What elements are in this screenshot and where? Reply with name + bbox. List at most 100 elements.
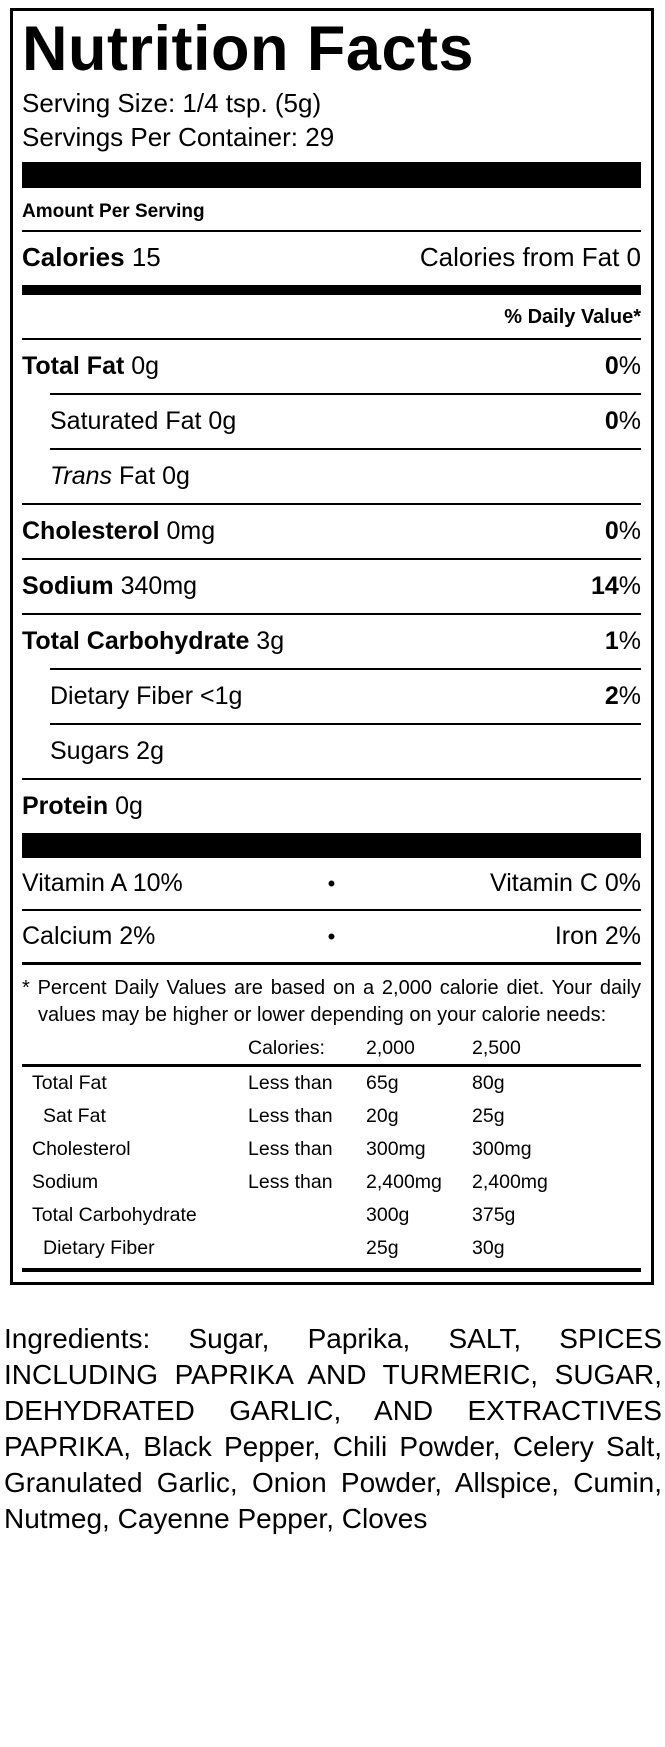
dv-table-header: Calories: 2,000 2,500 bbox=[22, 1033, 641, 1068]
dv-table-row-total-carbohydrate: Total Carbohydrate 300g 375g bbox=[22, 1199, 641, 1232]
daily-value-number: 1 bbox=[604, 627, 619, 656]
panel-title: Nutrition Facts bbox=[22, 14, 475, 84]
amount-per-serving-heading: Amount Per Serving bbox=[22, 188, 641, 233]
nutrient-name-label: Saturated Fat bbox=[50, 407, 202, 436]
daily-value-number: 0 bbox=[604, 407, 619, 436]
dv-table-2500: 300mg bbox=[472, 1138, 532, 1161]
dv-table-row-cholesterol: Cholesterol Less than 300mg 300mg bbox=[22, 1133, 641, 1166]
dv-table-2000: 300mg bbox=[366, 1138, 426, 1161]
daily-value-number: 0 bbox=[604, 517, 619, 546]
dv-table-2000: 20g bbox=[366, 1105, 399, 1128]
dv-table-2500: 2,400mg bbox=[472, 1171, 548, 1194]
dv-table-qualifier bbox=[248, 1199, 366, 1232]
nutrient-name-label: Dietary Fiber bbox=[50, 682, 194, 711]
nutrient-name-italic: Trans bbox=[50, 462, 113, 491]
dv-table-row-dietary-fiber: Dietary Fiber 25g 30g bbox=[22, 1232, 641, 1265]
dv-table-qualifier: Less than bbox=[248, 1105, 333, 1128]
divider-medium bbox=[22, 285, 641, 296]
dv-table-header-cell: Calories: bbox=[248, 1037, 325, 1060]
nutrient-name: Total Fat 0g bbox=[22, 352, 160, 381]
dv-table-2000: 2,400mg bbox=[366, 1171, 442, 1194]
nutrient-daily-value: 0% bbox=[604, 407, 641, 436]
nutrient-daily-value: 0% bbox=[604, 352, 641, 381]
dv-table-name: Total Carbohydrate bbox=[32, 1204, 197, 1227]
dv-table-name: Sat Fat bbox=[43, 1105, 106, 1128]
daily-value-number: 2 bbox=[604, 682, 619, 711]
ingredients-text: Ingredients: Sugar, Paprika, SALT, SPICE… bbox=[4, 1323, 662, 1535]
dv-table-qualifier: Less than bbox=[248, 1072, 333, 1095]
nutrition-facts-panel: Nutrition Facts Serving Size: 1/4 tsp. (… bbox=[10, 8, 654, 1286]
nutrient-name-label: Sugars bbox=[50, 737, 130, 766]
dv-table-name: Dietary Fiber bbox=[43, 1237, 155, 1260]
nutrient-name-label: Fat bbox=[119, 462, 156, 491]
dv-table-2500: 375g bbox=[472, 1204, 516, 1227]
nutrient-name: Trans Fat 0g bbox=[50, 462, 190, 491]
nutrient-daily-value: 1% bbox=[604, 627, 641, 656]
nutrient-row-trans-fat: Trans Fat 0g bbox=[50, 448, 641, 503]
nutrient-name: Dietary Fiber <1g bbox=[50, 682, 243, 711]
dv-table-name: Total Fat bbox=[32, 1072, 107, 1095]
footnote-text: Percent Daily Values are based on a 2,00… bbox=[37, 977, 642, 1027]
nutrient-name-label: Sodium bbox=[22, 572, 114, 601]
dv-table-2000: 300g bbox=[366, 1204, 410, 1227]
calories-row: Calories 15 Calories from Fat 0 bbox=[22, 232, 641, 285]
daily-values-footnote: * Percent Daily Values are based on a 2,… bbox=[22, 975, 641, 1029]
nutrient-daily-value: 0% bbox=[604, 517, 641, 546]
dv-table-2500: 80g bbox=[472, 1072, 505, 1095]
dv-table-header-cell: 2,000 bbox=[366, 1037, 415, 1060]
nutrient-rows: Total Fat 0g 0% Saturated Fat 0g 0% Trans Fa… bbox=[22, 340, 641, 833]
nutrient-row-cholesterol: Cholesterol 0mg 0% bbox=[22, 503, 641, 558]
nutrient-name-label: Total Fat bbox=[22, 352, 125, 381]
nutrient-name: Cholesterol 0mg bbox=[22, 517, 216, 546]
dv-table-name: Cholesterol bbox=[32, 1138, 131, 1161]
dv-table-2500: 30g bbox=[472, 1237, 505, 1260]
bullet-separator: • bbox=[327, 871, 336, 897]
calories-label: Calories bbox=[22, 242, 125, 273]
daily-values-table: Calories: 2,000 2,500 Total Fat Less than 65g… bbox=[22, 1033, 641, 1273]
dv-table-row-sat-fat: Sat Fat Less than 20g 25g bbox=[22, 1100, 641, 1133]
vitamin-row-calcium-2: Calcium 2% • Iron 2% bbox=[22, 909, 641, 962]
daily-value-header: % Daily Value* bbox=[22, 295, 641, 341]
dv-table-qualifier: Less than bbox=[248, 1171, 333, 1194]
divider-thick-bottom bbox=[22, 833, 641, 859]
vitamin-row-vitamin-a-10: Vitamin A 10% • Vitamin C 0% bbox=[22, 858, 641, 909]
dv-table-2500: 25g bbox=[472, 1105, 505, 1128]
vitamin-left: Calcium 2% bbox=[22, 922, 156, 951]
serving-size-text: Serving Size: 1/4 tsp. (5g) bbox=[22, 88, 322, 119]
nutrient-row-total-fat: Total Fat 0g 0% bbox=[22, 340, 641, 393]
nutrient-name: Saturated Fat 0g bbox=[50, 407, 237, 436]
daily-value-number: 14 bbox=[590, 572, 619, 601]
footnote-asterisk: * bbox=[22, 977, 30, 1000]
dv-table-qualifier bbox=[248, 1232, 366, 1265]
nutrient-daily-value: 2% bbox=[604, 682, 641, 711]
nutrient-row-dietary-fiber: Dietary Fiber <1g 2% bbox=[50, 668, 641, 723]
vitamin-left: Vitamin A 10% bbox=[22, 869, 183, 898]
dv-table-2000: 25g bbox=[366, 1237, 399, 1260]
nutrient-name: Sugars 2g bbox=[50, 737, 164, 766]
nutrient-row-sugars: Sugars 2g bbox=[50, 723, 641, 778]
nutrient-row-total-carbohydrate: Total Carbohydrate 3g 1% bbox=[22, 613, 641, 668]
calories-from-fat: Calories from Fat 0 bbox=[419, 242, 641, 273]
dv-table-header-spacer bbox=[22, 1033, 248, 1064]
bullet-separator: • bbox=[327, 924, 336, 950]
calories-value: Calories 15 bbox=[22, 242, 161, 273]
nutrient-name-label: Cholesterol bbox=[22, 517, 160, 546]
divider-thick-top bbox=[22, 162, 641, 189]
dv-table-header-cell: 2,500 bbox=[472, 1037, 521, 1060]
nutrient-name-label: Protein bbox=[22, 792, 109, 821]
nutrient-name: Total Carbohydrate 3g bbox=[22, 627, 285, 656]
vitamin-right: Iron 2% bbox=[554, 922, 641, 951]
nutrient-name-label: Total Carbohydrate bbox=[22, 627, 250, 656]
nutrient-daily-value: 14% bbox=[590, 572, 641, 601]
vitamin-rows: Vitamin A 10% • Vitamin C 0% Calcium 2% • Iro… bbox=[22, 858, 641, 966]
dv-table-name: Sodium bbox=[32, 1171, 99, 1194]
nutrient-row-saturated-fat: Saturated Fat 0g 0% bbox=[50, 393, 641, 448]
vitamin-right: Vitamin C 0% bbox=[490, 869, 641, 898]
dv-table-row-sodium: Sodium Less than 2,400mg 2,400mg bbox=[22, 1166, 641, 1199]
nutrient-name: Protein 0g bbox=[22, 792, 143, 821]
dv-table-row-total-fat: Total Fat Less than 65g 80g bbox=[22, 1067, 641, 1100]
nutrient-row-sodium: Sodium 340mg 14% bbox=[22, 558, 641, 613]
nutrient-row-protein: Protein 0g bbox=[22, 778, 641, 833]
servings-per-container-text: Servings Per Container: 29 bbox=[22, 122, 335, 153]
dv-table-2000: 65g bbox=[366, 1072, 399, 1095]
